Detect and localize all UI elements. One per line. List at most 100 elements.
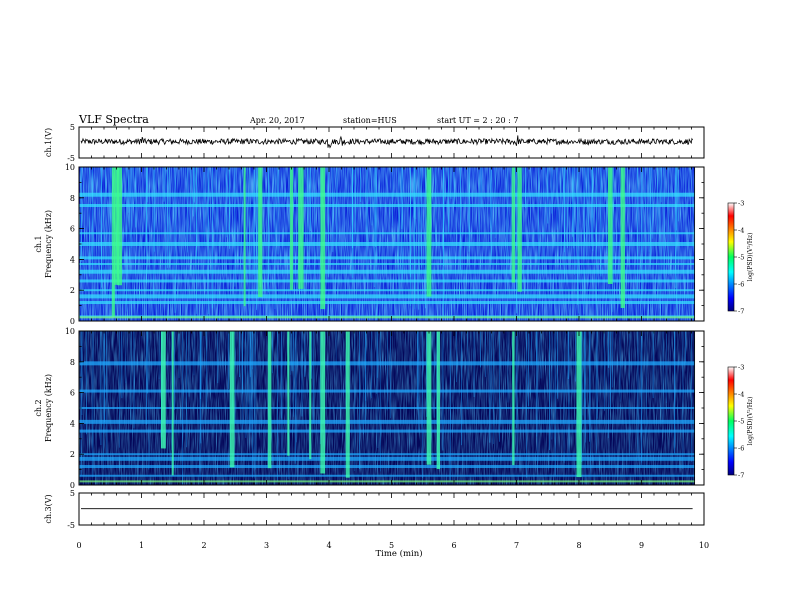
spectral-streak	[257, 167, 259, 290]
spectral-streak	[685, 331, 686, 363]
frequency-band	[79, 465, 695, 469]
spectral-streak	[371, 331, 372, 399]
spectral-streak	[277, 167, 279, 204]
spectral-streak	[253, 331, 255, 479]
spectral-streak	[216, 167, 218, 243]
colorbar-tick-label: -4	[738, 227, 744, 235]
spectral-streak	[312, 331, 314, 424]
spectral-streak	[293, 331, 295, 417]
spectral-streak	[319, 331, 321, 445]
spectral-streak	[449, 331, 451, 481]
spectral-streak	[234, 167, 236, 287]
spectral-streak	[268, 167, 270, 315]
burst-column	[287, 331, 290, 456]
burst-column	[320, 331, 326, 474]
spectral-streak	[480, 331, 482, 368]
spectral-streak	[188, 331, 190, 397]
spectral-streak	[645, 167, 646, 281]
spectral-streak	[158, 331, 160, 380]
spectral-streak	[365, 331, 367, 401]
frequency-band	[79, 389, 695, 393]
colorbar-tick-label: -5	[738, 254, 744, 262]
spectral-streak	[586, 167, 588, 256]
spectral-streak	[152, 167, 154, 301]
spectral-streak	[485, 331, 486, 377]
spectral-streak	[307, 167, 309, 207]
spectral-streak	[211, 167, 213, 309]
spectral-streak	[666, 331, 667, 404]
spectral-streak	[531, 331, 532, 366]
spectral-streak	[200, 331, 202, 444]
spectral-streak	[494, 167, 496, 239]
spectral-streak	[241, 331, 243, 430]
spectral-streak	[600, 167, 602, 277]
frequency-band	[79, 294, 695, 299]
burst-column	[114, 167, 119, 285]
spectral-streak	[360, 167, 361, 202]
y-tick-label: 2	[70, 286, 75, 295]
spectral-streak	[450, 167, 452, 199]
spectral-streak	[612, 167, 614, 282]
figure-header: VLF Spectra Apr. 20, 2017 station=HUS st…	[78, 113, 518, 126]
low-frequency-line	[79, 480, 695, 483]
spectral-streak	[163, 167, 165, 202]
figure-title: VLF Spectra	[78, 113, 149, 126]
spectral-streak	[674, 167, 676, 289]
spectral-streak	[130, 167, 132, 248]
spectral-streak	[662, 331, 664, 423]
spectral-streak	[104, 331, 105, 422]
spectral-streak	[551, 331, 553, 440]
spectral-streak	[217, 331, 219, 384]
spectral-streak	[242, 331, 243, 394]
spectral-streak	[417, 331, 419, 400]
spectral-streak	[628, 331, 630, 457]
spectral-streak	[290, 331, 292, 375]
spectral-streak	[398, 167, 400, 300]
burst-column	[267, 331, 272, 469]
y-axis-label: ch.1(V)	[44, 128, 53, 157]
spectral-streak	[422, 331, 423, 478]
spectral-streak	[352, 167, 354, 278]
spectral-streak	[467, 331, 469, 410]
x-tick-label: 4	[326, 541, 331, 550]
spectral-streak	[154, 167, 156, 252]
spectral-streak	[105, 167, 106, 296]
spectral-streak	[443, 167, 444, 249]
spectral-streak	[567, 167, 569, 248]
spectral-streak	[246, 167, 248, 273]
spectral-streak	[448, 167, 449, 234]
spectral-streak	[364, 331, 366, 421]
burst-column	[289, 167, 294, 290]
x-tick-label: 6	[451, 541, 456, 550]
spectral-streak	[314, 167, 315, 304]
x-tick-label: 10	[699, 541, 709, 550]
spectral-streak	[682, 331, 684, 470]
spectral-streak	[677, 167, 679, 222]
y-tick-label: 0	[70, 317, 75, 326]
spectral-streak	[490, 167, 491, 229]
spectral-streak	[581, 331, 583, 462]
spectral-streak	[80, 331, 82, 476]
spectral-streak	[577, 167, 578, 305]
colorbar-label: log(PSD)(V²/Hz)	[747, 233, 754, 282]
spectral-streak	[537, 331, 539, 464]
frequency-band	[79, 279, 695, 283]
spectral-streak	[146, 167, 147, 284]
frequency-band	[79, 232, 695, 235]
spectral-streak	[228, 331, 229, 389]
spectral-streak	[294, 331, 296, 464]
spectral-streak	[525, 167, 527, 209]
spectral-streak	[89, 167, 90, 277]
spectral-streak	[81, 331, 83, 416]
spectral-streak	[604, 331, 605, 411]
frequency-band	[79, 407, 695, 409]
spectral-streak	[551, 167, 553, 214]
spectral-streak	[410, 167, 411, 307]
spectral-streak	[442, 331, 444, 451]
spectral-streak	[129, 167, 131, 263]
x-tick-label: 5	[389, 541, 394, 550]
spectral-streak	[336, 167, 338, 261]
spectral-streak	[81, 167, 82, 262]
colorbar-label: log(PSD)(V²/Hz)	[747, 397, 754, 446]
